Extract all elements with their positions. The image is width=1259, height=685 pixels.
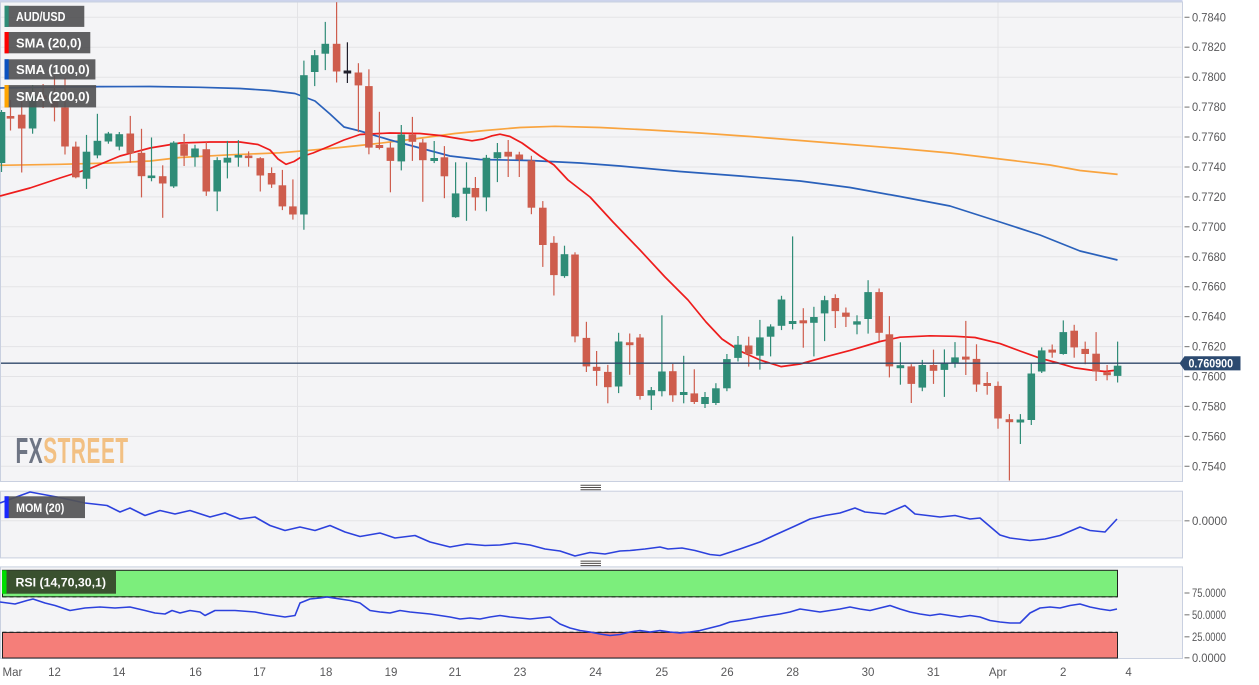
svg-text:0.7560: 0.7560 — [1192, 431, 1226, 443]
svg-text:0.7780: 0.7780 — [1192, 102, 1226, 114]
svg-text:Mar: Mar — [3, 667, 23, 679]
svg-text:RSI (14,70,30,1): RSI (14,70,30,1) — [16, 576, 107, 590]
svg-text:0.7740: 0.7740 — [1192, 162, 1226, 174]
svg-text:24: 24 — [589, 667, 602, 679]
svg-text:0.7620: 0.7620 — [1192, 342, 1226, 354]
svg-text:0.7540: 0.7540 — [1192, 461, 1226, 473]
svg-text:30: 30 — [862, 667, 875, 679]
svg-text:0.7720: 0.7720 — [1192, 192, 1226, 204]
svg-text:25: 25 — [655, 667, 668, 679]
svg-text:19: 19 — [385, 667, 398, 679]
svg-text:2: 2 — [1060, 667, 1066, 679]
svg-text:75.0000: 75.0000 — [1192, 588, 1226, 600]
svg-text:25.0000: 25.0000 — [1192, 632, 1226, 644]
svg-text:SMA (20,0): SMA (20,0) — [16, 35, 82, 50]
svg-text:0.7700: 0.7700 — [1192, 222, 1226, 234]
svg-text:18: 18 — [320, 667, 333, 679]
svg-text:17: 17 — [253, 667, 266, 679]
svg-text:21: 21 — [449, 667, 462, 679]
svg-text:AUD/USD: AUD/USD — [16, 9, 66, 24]
svg-text:16: 16 — [189, 667, 202, 679]
svg-text:12: 12 — [48, 667, 61, 679]
svg-text:FXSTREET: FXSTREET — [16, 431, 129, 472]
svg-text:0.0000: 0.0000 — [1192, 516, 1227, 528]
svg-text:0.7800: 0.7800 — [1192, 72, 1226, 84]
svg-text:0.0000: 0.0000 — [1192, 653, 1226, 665]
svg-text:SMA (100,0): SMA (100,0) — [16, 62, 90, 77]
svg-text:0.7640: 0.7640 — [1192, 312, 1226, 324]
svg-text:0.7820: 0.7820 — [1192, 42, 1226, 54]
svg-text:SMA (200,0): SMA (200,0) — [16, 89, 90, 104]
svg-text:0.7680: 0.7680 — [1192, 252, 1226, 264]
svg-text:0.760900: 0.760900 — [1189, 359, 1234, 371]
svg-text:MOM (20): MOM (20) — [16, 501, 64, 515]
svg-text:31: 31 — [927, 667, 940, 679]
svg-text:26: 26 — [721, 667, 734, 679]
svg-text:Apr: Apr — [989, 667, 1007, 679]
svg-text:4: 4 — [1125, 667, 1132, 679]
svg-text:0.7660: 0.7660 — [1192, 282, 1226, 294]
svg-text:0.7760: 0.7760 — [1192, 132, 1226, 144]
svg-text:23: 23 — [514, 667, 527, 679]
svg-text:0.7600: 0.7600 — [1192, 372, 1226, 384]
svg-text:28: 28 — [786, 667, 799, 679]
svg-text:0.7580: 0.7580 — [1192, 401, 1226, 413]
svg-text:0.7840: 0.7840 — [1192, 12, 1226, 24]
svg-text:50.0000: 50.0000 — [1192, 610, 1226, 622]
svg-text:14: 14 — [113, 667, 126, 679]
